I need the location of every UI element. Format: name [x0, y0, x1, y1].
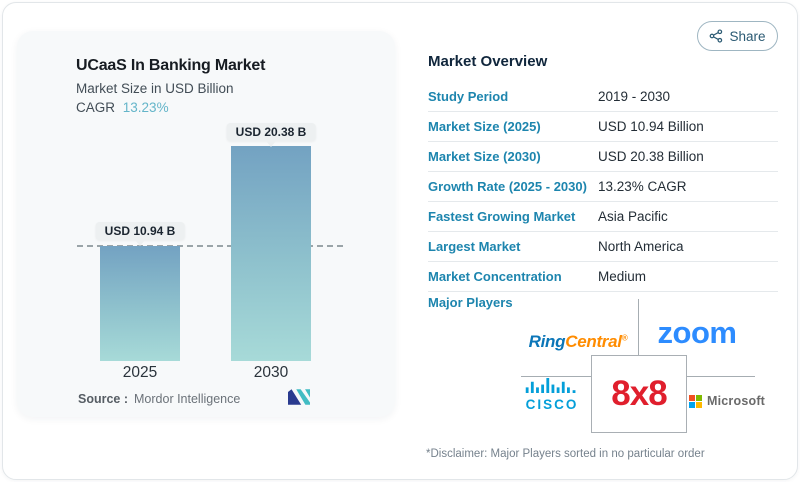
players-grid-vertical-divider — [638, 299, 639, 356]
overview-title: Market Overview — [428, 53, 548, 70]
cisco-logo: cisco — [519, 378, 585, 413]
share-label: Share — [729, 28, 766, 44]
overview-table: Study Period 2019 - 2030 Market Size (20… — [428, 82, 778, 292]
overview-row-label: Largest Market — [428, 239, 521, 254]
cagr-value: 13.23% — [122, 100, 169, 115]
8x8-logo-text: 8x8 — [611, 374, 667, 413]
overview-row-market-concentration: Market Concentration Medium — [428, 262, 778, 292]
chart-subtitle: Market Size in USD Billion — [76, 81, 234, 96]
overview-row-value: USD 10.94 Billion — [598, 119, 704, 134]
overview-row-growth-rate: Growth Rate (2025 - 2030) 13.23% CAGR — [428, 172, 778, 202]
8x8-logo-card: 8x8 — [591, 355, 687, 433]
overview-row-label: Growth Rate (2025 - 2030) — [428, 179, 587, 194]
reference-dashed-line — [77, 245, 343, 247]
bar-value-label-2025: USD 10.94 B — [95, 222, 185, 240]
overview-row-fastest-growing-market: Fastest Growing Market Asia Pacific — [428, 202, 778, 232]
overview-row-label: Market Size (2025) — [428, 119, 541, 134]
overview-row-value: 2019 - 2030 — [598, 89, 671, 104]
overview-row-value: 13.23% CAGR — [598, 179, 687, 194]
bar-value-label-2030: USD 20.38 B — [226, 123, 316, 141]
ringcentral-logo: RingCentral® — [517, 332, 639, 352]
major-players-label: Major Players — [428, 295, 513, 310]
bar-value-pointer-2030 — [266, 141, 276, 147]
microsoft-logo: Microsoft — [689, 394, 765, 408]
ringcentral-registered-mark: ® — [621, 333, 628, 343]
chart-panel: UCaaS In Banking Market Market Size in U… — [17, 31, 395, 417]
overview-row-value: USD 20.38 Billion — [598, 149, 704, 164]
overview-row-label: Market Concentration — [428, 269, 562, 284]
source-row: Source : Mordor Intelligence — [78, 392, 240, 406]
source-label: Source : — [78, 392, 129, 406]
overview-row-value: Asia Pacific — [598, 209, 668, 224]
overview-row-value: North America — [598, 239, 684, 254]
overview-row-value: Medium — [598, 269, 647, 284]
chart-cagr-line: CAGR 13.23% — [76, 100, 169, 115]
overview-row-label: Market Size (2030) — [428, 149, 541, 164]
source-value: Mordor Intelligence — [134, 392, 241, 406]
bar-2025 — [100, 246, 180, 361]
microsoft-squares-icon — [689, 394, 702, 408]
disclaimer-text: *Disclaimer: Major Players sorted in no … — [426, 448, 705, 460]
mordor-intelligence-logo-icon — [288, 389, 310, 405]
overview-row-market-size-2025: Market Size (2025) USD 10.94 Billion — [428, 112, 778, 142]
microsoft-logo-text: Microsoft — [707, 394, 766, 408]
overview-row-study-period: Study Period 2019 - 2030 — [428, 82, 778, 112]
cagr-label: CAGR — [76, 100, 116, 115]
share-button[interactable]: Share — [697, 21, 778, 51]
share-icon — [710, 29, 723, 43]
ringcentral-logo-text-orange: Central — [565, 332, 622, 351]
overview-row-label: Fastest Growing Market — [428, 209, 576, 224]
cisco-bars-icon — [525, 378, 576, 393]
bar-2030 — [231, 146, 311, 361]
chart-title: UCaaS In Banking Market — [76, 57, 266, 74]
zoom-logo: zoom — [657, 315, 737, 350]
x-axis-label-2030: 2030 — [253, 364, 289, 381]
overview-row-market-size-2030: Market Size (2030) USD 20.38 Billion — [428, 142, 778, 172]
ringcentral-logo-text-blue: Ring — [528, 332, 566, 351]
overview-row-largest-market: Largest Market North America — [428, 232, 778, 262]
cisco-logo-text: cisco — [525, 397, 579, 412]
bar-value-pointer-2025 — [135, 240, 145, 246]
overview-row-label: Study Period — [428, 89, 509, 104]
x-axis-label-2025: 2025 — [122, 364, 158, 381]
